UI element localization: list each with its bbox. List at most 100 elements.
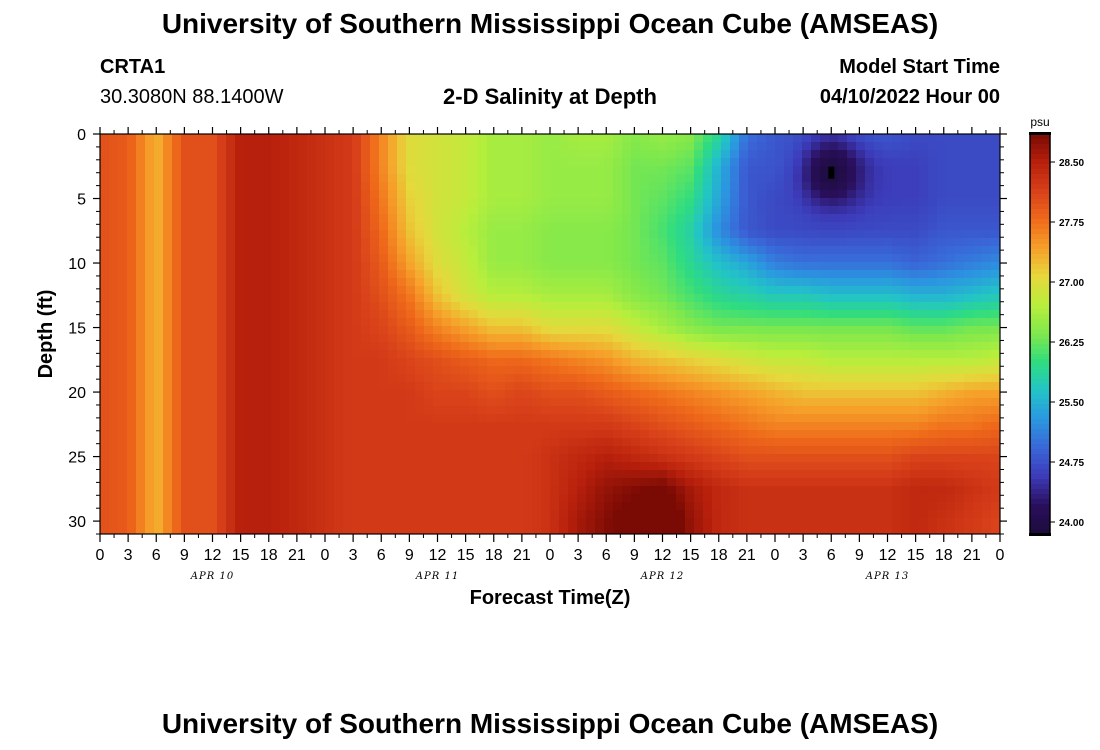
heatmap-cell [811, 454, 821, 463]
heatmap-cell [262, 350, 272, 359]
heatmap-cell [208, 406, 218, 415]
heatmap-cell [748, 246, 758, 255]
heatmap-cell [838, 206, 848, 215]
heatmap-cell [667, 278, 677, 287]
heatmap-cell [982, 198, 992, 207]
heatmap-cell [523, 374, 533, 383]
heatmap-cell [127, 422, 137, 431]
heatmap-cell [523, 182, 533, 191]
heatmap-cell [235, 206, 245, 215]
heatmap-cell [883, 494, 893, 503]
heatmap-cell [478, 190, 488, 199]
heatmap-cell [289, 174, 299, 183]
heatmap-cell [190, 398, 200, 407]
heatmap-cell [496, 414, 506, 423]
heatmap-cell [856, 150, 866, 159]
heatmap-cell [712, 502, 722, 511]
heatmap-cell [991, 350, 1000, 359]
heatmap-cell [712, 414, 722, 423]
heatmap-cell [361, 382, 371, 391]
heatmap-cell [640, 494, 650, 503]
heatmap-cell [613, 438, 623, 447]
heatmap-cell [469, 294, 479, 303]
heatmap-cell [757, 470, 767, 479]
heatmap-cell [865, 190, 875, 199]
heatmap-cell [100, 414, 110, 423]
heatmap-cell [964, 414, 974, 423]
heatmap-cell [109, 294, 119, 303]
heatmap-cell [820, 358, 830, 367]
heatmap-cell [163, 478, 173, 487]
heatmap-cell [874, 294, 884, 303]
heatmap-cell [163, 470, 173, 479]
heatmap-cell [496, 230, 506, 239]
heatmap-cell [280, 478, 290, 487]
heatmap-cell [325, 478, 335, 487]
heatmap-cell [109, 166, 119, 175]
heatmap-cell [730, 526, 740, 534]
heatmap-cell [784, 198, 794, 207]
heatmap-cell [325, 318, 335, 327]
heatmap-cell [658, 278, 668, 287]
heatmap-cell [469, 406, 479, 415]
heatmap-cell [622, 142, 632, 151]
heatmap-cell [361, 438, 371, 447]
heatmap-cell [721, 174, 731, 183]
heatmap-cell [640, 478, 650, 487]
heatmap-cell [856, 222, 866, 231]
heatmap-cell [640, 318, 650, 327]
heatmap-cell [838, 302, 848, 311]
heatmap-cell [874, 270, 884, 279]
heatmap-cell [874, 382, 884, 391]
heatmap-cell [559, 502, 569, 511]
heatmap-cell [289, 318, 299, 327]
heatmap-cell [244, 286, 254, 295]
heatmap-cell [649, 246, 659, 255]
heatmap-cell [271, 350, 281, 359]
heatmap-cell [100, 526, 110, 534]
heatmap-cell [433, 246, 443, 255]
heatmap-cell [757, 262, 767, 271]
heatmap-cell [199, 262, 209, 271]
heatmap-cell [199, 142, 209, 151]
heatmap-cell [451, 238, 461, 247]
heatmap-cell [181, 134, 191, 143]
heatmap-cell [442, 198, 452, 207]
heatmap-cell [181, 366, 191, 375]
heatmap-cell [541, 254, 551, 263]
heatmap-cell [370, 318, 380, 327]
heatmap-cell [883, 254, 893, 263]
heatmap-cell [370, 454, 380, 463]
heatmap-cell [658, 462, 668, 471]
heatmap-cell [127, 414, 137, 423]
heatmap-cell [802, 294, 812, 303]
heatmap-cell [631, 526, 641, 534]
heatmap-cell [181, 254, 191, 263]
heatmap-cell [199, 510, 209, 519]
heatmap-cell [793, 494, 803, 503]
heatmap-cell [343, 334, 353, 343]
heatmap-cell [244, 486, 254, 495]
heatmap-cell [946, 206, 956, 215]
heatmap-cell [487, 446, 497, 455]
heatmap-cell [955, 222, 965, 231]
heatmap-cell [415, 206, 425, 215]
heatmap-cell [676, 462, 686, 471]
heatmap-cell [163, 494, 173, 503]
heatmap-cell [577, 470, 587, 479]
heatmap-cell [910, 422, 920, 431]
heatmap-cell [586, 494, 596, 503]
heatmap-cell [766, 174, 776, 183]
heatmap-cell [721, 206, 731, 215]
heatmap-cell [793, 422, 803, 431]
heatmap-cell [955, 382, 965, 391]
heatmap-cell [136, 382, 146, 391]
heatmap-cell [217, 422, 227, 431]
heatmap-cell [631, 422, 641, 431]
heatmap-cell [100, 390, 110, 399]
heatmap-cell [757, 246, 767, 255]
heatmap-cell [424, 414, 434, 423]
heatmap-cell [865, 446, 875, 455]
heatmap-cell [811, 182, 821, 191]
heatmap-cell [919, 334, 929, 343]
